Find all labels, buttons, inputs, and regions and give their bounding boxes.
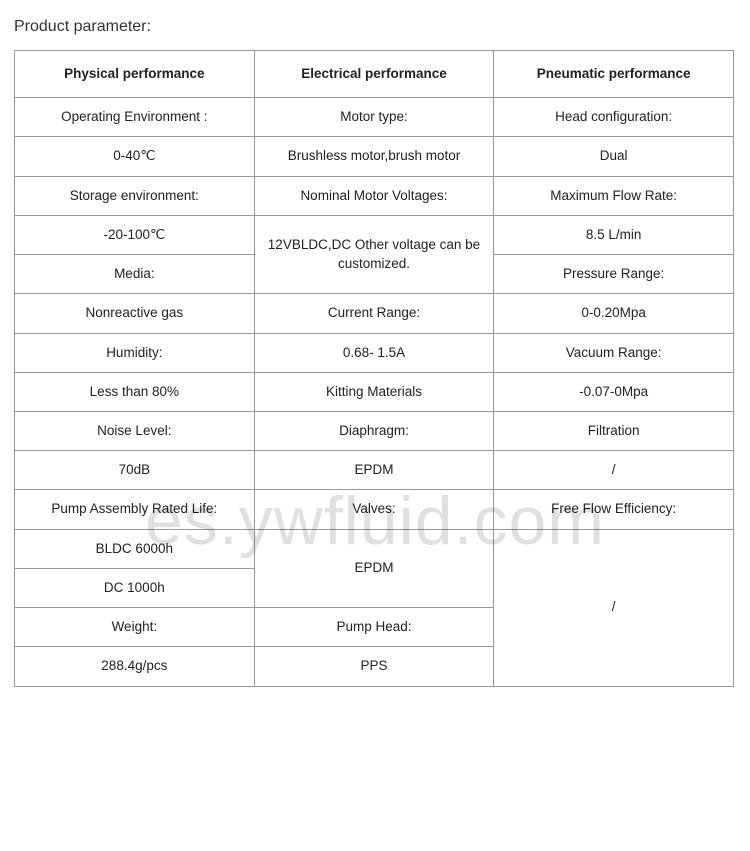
cell: PPS <box>254 647 494 686</box>
table-row: 70dB EPDM / <box>15 451 734 490</box>
cell: EPDM <box>254 451 494 490</box>
cell: Operating Environment : <box>15 98 255 137</box>
cell: EPDM <box>254 529 494 607</box>
cell: Weight: <box>15 608 255 647</box>
table-row: -20-100℃ 12VBLDC,DC Other voltage can be… <box>15 215 734 254</box>
table-row: Pump Assembly Rated Life: Valves: Free F… <box>15 490 734 529</box>
cell: Valves: <box>254 490 494 529</box>
table-row: Storage environment: Nominal Motor Volta… <box>15 176 734 215</box>
cell: 0.68- 1.5A <box>254 333 494 372</box>
cell: -20-100℃ <box>15 215 255 254</box>
cell: / <box>494 451 734 490</box>
cell: Media: <box>15 255 255 294</box>
cell: 12VBLDC,DC Other voltage can be customiz… <box>254 215 494 293</box>
cell: Brushless motor,brush motor <box>254 137 494 176</box>
table-row: Operating Environment : Motor type: Head… <box>15 98 734 137</box>
cell: 288.4g/pcs <box>15 647 255 686</box>
cell: Filtration <box>494 411 734 450</box>
cell: Current Range: <box>254 294 494 333</box>
table-row: Noise Level: Diaphragm: Filtration <box>15 411 734 450</box>
cell: / <box>494 529 734 686</box>
cell: Dual <box>494 137 734 176</box>
header-physical: Physical performance <box>15 51 255 98</box>
cell: Nominal Motor Voltages: <box>254 176 494 215</box>
cell: Head configuration: <box>494 98 734 137</box>
cell: Nonreactive gas <box>15 294 255 333</box>
cell: 0-0.20Mpa <box>494 294 734 333</box>
cell: Pump Head: <box>254 608 494 647</box>
table-row: BLDC 6000h EPDM / <box>15 529 734 568</box>
page-title: Product parameter: <box>0 0 750 50</box>
cell: -0.07-0Mpa <box>494 372 734 411</box>
cell: Pressure Range: <box>494 255 734 294</box>
table-row: Less than 80% Kitting Materials -0.07-0M… <box>15 372 734 411</box>
table-row: Nonreactive gas Current Range: 0-0.20Mpa <box>15 294 734 333</box>
header-electrical: Electrical performance <box>254 51 494 98</box>
cell: Free Flow Efficiency: <box>494 490 734 529</box>
cell: 0-40℃ <box>15 137 255 176</box>
cell: 70dB <box>15 451 255 490</box>
parameter-table: Physical performance Electrical performa… <box>14 50 734 687</box>
cell: Maximum Flow Rate: <box>494 176 734 215</box>
cell: Humidity: <box>15 333 255 372</box>
table-row: Humidity: 0.68- 1.5A Vacuum Range: <box>15 333 734 372</box>
table-row: 0-40℃ Brushless motor,brush motor Dual <box>15 137 734 176</box>
cell: Storage environment: <box>15 176 255 215</box>
cell: 8.5 L/min <box>494 215 734 254</box>
cell: Motor type: <box>254 98 494 137</box>
cell: Diaphragm: <box>254 411 494 450</box>
table-header-row: Physical performance Electrical performa… <box>15 51 734 98</box>
cell: Kitting Materials <box>254 372 494 411</box>
cell: BLDC 6000h <box>15 529 255 568</box>
cell: Less than 80% <box>15 372 255 411</box>
cell: Vacuum Range: <box>494 333 734 372</box>
header-pneumatic: Pneumatic performance <box>494 51 734 98</box>
cell: Noise Level: <box>15 411 255 450</box>
cell: Pump Assembly Rated Life: <box>15 490 255 529</box>
cell: DC 1000h <box>15 568 255 607</box>
